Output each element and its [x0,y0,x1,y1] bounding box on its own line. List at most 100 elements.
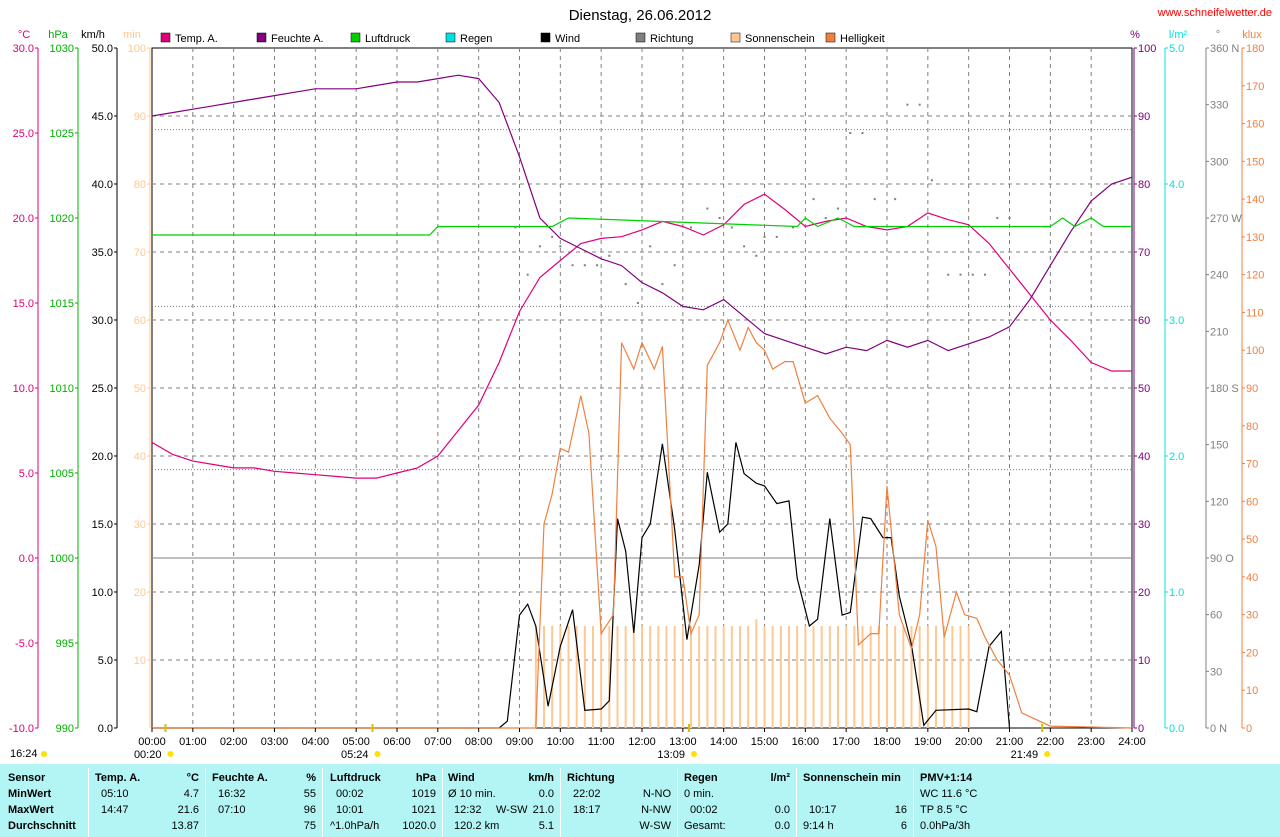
direction-point [849,132,852,134]
axis-tick-label-direction: 0 N [1210,723,1227,735]
direction-point [596,264,599,267]
axis-tick-label-humidity: 40 [1138,451,1150,463]
stats-pressure-trend: ^1.0hPa/h [330,820,380,832]
x-tick-label: 14:00 [710,736,738,748]
stats-humidity-max-time: 07:10 [218,804,246,816]
direction-point [526,273,529,276]
legend-swatch [445,32,456,43]
x-tick-label: 16:00 [792,736,820,748]
direction-point [894,198,897,201]
axis-tick-label-brightness: 110 [1246,307,1264,319]
legend-label: Wind [555,33,580,45]
x-tick-label: 18:00 [873,736,901,748]
x-tick-label: 06:00 [383,736,411,748]
sun-marker-icon [167,751,174,757]
axis-tick-label-humidity: 10 [1138,655,1150,667]
axis-tick-label-brightness: 160 [1246,119,1264,131]
direction-point [918,103,921,106]
direction-point [775,235,778,238]
x-axis: 00:00 01:00 02:00 03:00 04:00 05:00 06:00 07:00… [138,728,1146,748]
axis-tick-label-temp: 25.0 [13,128,34,140]
stats-sun-header: Sonnenschein min [803,772,901,784]
direction-point [538,245,541,248]
axis-tick-label-brightness: 170 [1246,81,1264,93]
weather-chart: Dienstag, 26.06.2012 www.schneifelwetter… [9,7,1272,761]
stats-col-sunshine: Sonnenschein min 10:17 16 9:14 h 6 [803,764,911,837]
stats-temp-max-time: 14:47 [101,804,129,816]
time-markers: 00:20 05:24 13:09 21:49 16:24 [10,724,1051,761]
axis-tick-label-temp: 10.0 [13,383,34,395]
stats-col-humidity: Feuchte A. % 16:32 55 07:10 96 75 [212,764,320,837]
stats-row-max: MaxWert [8,804,54,816]
axis-tick-label-direction: 210 [1210,326,1228,338]
stats-pressure-min: 1019 [411,788,436,800]
axis-tick-label-temp: -10.0 [9,723,34,735]
stats-pressure-header: Luftdruck [330,772,381,784]
stats-pressure-min-time: 00:02 [336,788,364,800]
axis-tick-label-humidity: 80 [1138,179,1150,191]
site-link[interactable]: www.schneifelwetter.de [1157,7,1272,19]
axis-tick-label-rain: 1.0 [1169,587,1184,599]
stats-rain-header: Regen [684,772,718,784]
x-tick-label: 08:00 [465,736,493,748]
legend-swatch [730,32,741,43]
plot-grid [151,47,1133,729]
stats-separator [677,768,678,837]
direction-point [551,235,554,238]
unit-sunshine: min [123,29,141,41]
chart-axes: 30.025.020.015.010.05.00.0-5.0-10.010301… [9,43,1264,735]
sunrise-label: 16:24 [10,748,38,760]
axis-tick-label-temp: -5.0 [15,638,34,650]
axis-tick-label-brightness: 20 [1246,647,1258,659]
legend-label: Feuchte A. [271,33,324,45]
axis-tick-label-direction: 90 O [1210,553,1234,565]
legend-label: Helligkeit [840,33,885,45]
sun-marker-label: 05:24 [341,749,369,761]
axis-tick-label-humidity: 60 [1138,315,1150,327]
axis-tick-label-brightness: 10 [1246,685,1258,697]
direction-point [690,226,692,229]
stats-wind-avg10-label: Ø 10 min. [448,788,496,800]
axis-tick-label-pressure: 1030 [50,43,74,55]
stats-sun-total: 9:14 h [803,820,834,832]
axis-tick-label-direction: 330 [1210,100,1228,112]
axis-tick-label-sunshine: 40 [134,451,146,463]
unit-wind: km/h [81,29,105,41]
axis-unit-labels: °C hPa km/h min % l/m² ° klux [18,29,1262,41]
stats-humidity-header: Feuchte A. [212,772,268,784]
axis-tick-label-sunshine: 70 [134,247,146,259]
sun-marker-icon [374,751,381,757]
stats-separator [913,768,914,837]
stats-pmv-windchill: WC 11.6 °C [920,788,978,800]
stats-direction-max-time: 18:17 [573,804,601,816]
stats-humidity-min-time: 16:32 [218,788,246,800]
x-tick-label: 01:00 [179,736,207,748]
direction-point [718,217,721,219]
x-tick-label: 15:00 [751,736,779,748]
axis-tick-label-pressure: 990 [56,723,74,735]
unit-temp: °C [18,29,30,41]
axis-tick-label-temp: 20.0 [13,213,34,225]
axis-tick-label-rain: 4.0 [1169,179,1184,191]
stats-separator [88,768,89,837]
axis-tick-label-brightness: 90 [1246,383,1258,395]
axis-tick-label-direction: 150 [1210,440,1228,452]
unit-rain: l/m² [1169,29,1188,41]
stats-separator [322,768,323,837]
axis-tick-label-brightness: 180 [1246,43,1264,55]
chart-title: Dienstag, 26.06.2012 [569,7,712,24]
direction-point [792,226,795,229]
stats-temp-header: Temp. A. [95,772,141,784]
stats-pmv-header: PMV+1:14 [920,772,973,784]
stats-temp-unit: °C [186,772,199,784]
unit-humidity: % [1130,29,1140,41]
axis-tick-label-sunshine: 90 [134,111,146,123]
stats-col-direction: Richtung 22:02 N-NO 18:17 N-NW W-SW [567,764,675,837]
legend-swatch [350,32,361,43]
direction-point [837,207,839,210]
x-tick-label: 10:00 [547,736,575,748]
chart-legend: Temp. A. Feuchte A. Luftdruck Regen Wind Rich… [160,32,885,45]
stats-pressure-max-time: 10:01 [336,804,364,816]
stats-separator [560,768,561,837]
series-humidity [151,74,1133,355]
